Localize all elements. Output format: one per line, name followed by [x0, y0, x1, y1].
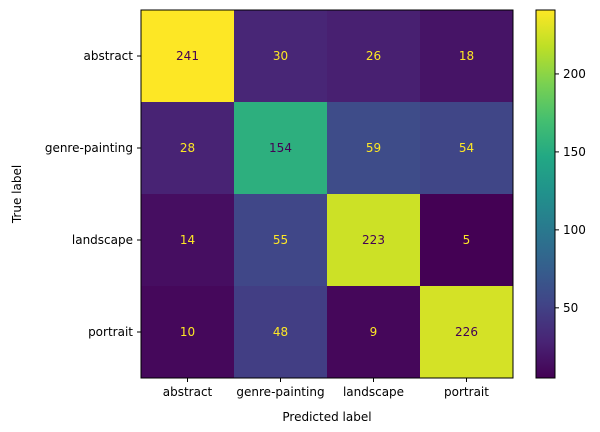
cell-value-label: 241 [176, 49, 199, 63]
cell-value-label: 26 [366, 49, 381, 63]
y-tick-label: landscape [72, 233, 133, 247]
y-tick-label: abstract [83, 49, 133, 63]
cell-value-label: 28 [180, 141, 195, 155]
colorbar [535, 9, 556, 379]
colorbar-tick-label: 50 [563, 301, 578, 315]
matrix-cell [234, 10, 328, 103]
matrix-cell [234, 102, 328, 195]
matrix-cell [420, 286, 514, 379]
cell-value-label: 48 [273, 325, 288, 339]
matrix-cells: 241 30 26 18 28 154 59 54 14 55 223 5 10 48 9 226 [141, 10, 514, 379]
matrix-cell [327, 286, 421, 379]
x-axis-ticks: abstract genre-painting landscape portrait [163, 378, 489, 399]
matrix-cell [327, 194, 421, 287]
x-axis-label: Predicted label [282, 410, 371, 424]
matrix-cell [234, 194, 328, 287]
cell-value-label: 14 [180, 233, 195, 247]
x-tick-label: landscape [343, 385, 404, 399]
matrix-cell [141, 102, 235, 195]
x-tick-label: abstract [163, 385, 213, 399]
cell-value-label: 223 [362, 233, 385, 247]
matrix-cell [327, 102, 421, 195]
matrix-cell [327, 10, 421, 103]
cell-value-label: 9 [370, 325, 378, 339]
cell-value-label: 54 [459, 141, 474, 155]
matrix-cell [141, 10, 235, 103]
cell-value-label: 30 [273, 49, 288, 63]
cell-value-label: 18 [459, 49, 474, 63]
cell-value-label: 154 [269, 141, 292, 155]
matrix-cell [141, 194, 235, 287]
matrix-frame [140, 9, 514, 379]
matrix-cell [420, 102, 514, 195]
matrix-cell [234, 286, 328, 379]
matrix-cell [420, 194, 514, 287]
cell-value-label: 10 [180, 325, 195, 339]
colorbar-tick-label: 150 [563, 145, 586, 159]
y-axis-ticks: abstract genre-painting landscape portrait [45, 49, 141, 339]
cell-value-label: 55 [273, 233, 288, 247]
colorbar-tick-label: 200 [563, 67, 586, 81]
y-tick-label: portrait [88, 325, 133, 339]
colorbar-ticks: 50 100 150 200 [555, 67, 586, 315]
y-tick-label: genre-painting [45, 141, 133, 155]
x-tick-label: portrait [444, 385, 489, 399]
matrix-cell [420, 10, 514, 103]
x-tick-label: genre-painting [236, 385, 324, 399]
y-axis-label: True label [10, 165, 24, 224]
colorbar-tick-label: 100 [563, 223, 586, 237]
cell-value-label: 5 [463, 233, 471, 247]
cell-value-label: 59 [366, 141, 381, 155]
cell-value-label: 226 [455, 325, 478, 339]
matrix-cell [141, 286, 235, 379]
